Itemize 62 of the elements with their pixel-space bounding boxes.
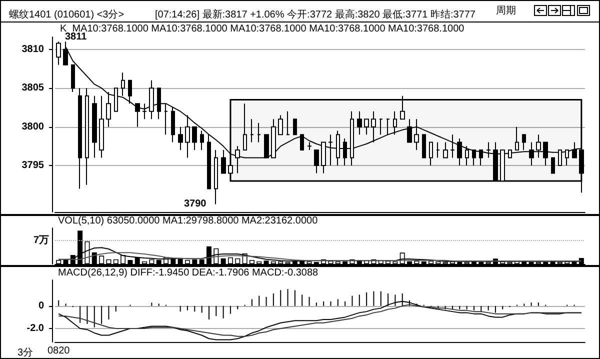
x-tick-label: 0820 <box>47 346 70 356</box>
annotation: 3811 <box>65 32 88 42</box>
candlestick <box>293 118 297 136</box>
y-tick-label: 3800 <box>22 121 44 132</box>
candlestick <box>106 91 111 128</box>
candlestick <box>142 103 147 120</box>
candlestick <box>357 110 362 136</box>
candlestick <box>436 142 440 158</box>
text: VOL(5,10) 63050.0000 MA1:29798.8000 MA2:23162.0000 <box>58 216 318 226</box>
y-tick-label: 3805 <box>22 82 44 94</box>
y-tick-label: 3795 <box>22 160 44 172</box>
candlestick <box>78 88 82 190</box>
annotation: 3790 <box>184 198 207 210</box>
candlestick <box>214 150 218 205</box>
candlestick <box>56 41 61 66</box>
candlestick <box>386 118 390 136</box>
candlestick <box>371 110 376 143</box>
candlestick <box>243 103 247 151</box>
chart-title: 螺纹1401 (010601) <3分> <box>9 8 124 20</box>
chart-subtitle: [07:14:26] 最新:3817 +1.06% 今开:3772 最高:3820 最低:3771 昨结:3777 <box>155 8 476 20</box>
candlestick <box>307 142 312 151</box>
candlestick <box>71 64 75 92</box>
candlestick <box>443 142 448 158</box>
candlestick <box>200 130 204 151</box>
candlestick <box>515 126 519 151</box>
candlestick <box>422 134 426 158</box>
text: MACD(26,12,9) DIFF:-1.9450 DEA:-1.7906 MACD:-0.3088 <box>58 268 319 278</box>
candlestick <box>114 88 118 112</box>
candlestick <box>278 114 283 136</box>
candlestick <box>171 106 175 143</box>
candlestick <box>135 103 140 128</box>
candlestick <box>128 80 132 104</box>
candlestick <box>379 118 383 136</box>
candlestick <box>178 126 183 151</box>
candlestick <box>400 95 405 120</box>
candlestick <box>364 118 369 136</box>
candlestick <box>99 95 104 158</box>
candlestick <box>164 103 168 136</box>
candlestick <box>407 118 412 143</box>
ref-line-label: 7万 <box>33 234 49 246</box>
candlestick <box>286 110 290 136</box>
candlestick <box>192 126 197 151</box>
candlestick <box>157 88 161 120</box>
candlestick <box>85 88 89 186</box>
candlestick <box>250 118 254 143</box>
y-tick-label: -2.0 <box>26 322 44 334</box>
candlestick <box>551 157 555 174</box>
candlestick <box>221 150 226 174</box>
candlestick <box>149 80 154 120</box>
y-tick-label: 0 <box>38 300 44 312</box>
x-axis-title: 3分 <box>17 346 33 358</box>
candlestick <box>300 134 304 151</box>
y-tick-label: 3810 <box>22 44 44 55</box>
text: 周期 <box>496 4 516 16</box>
candlestick <box>414 118 419 151</box>
candlestick <box>393 110 397 136</box>
candlestick <box>429 142 433 166</box>
candlestick <box>121 72 125 96</box>
candlestick <box>257 122 261 143</box>
candlestick <box>92 95 97 158</box>
candlestick <box>314 150 319 174</box>
candlestick <box>522 134 526 151</box>
